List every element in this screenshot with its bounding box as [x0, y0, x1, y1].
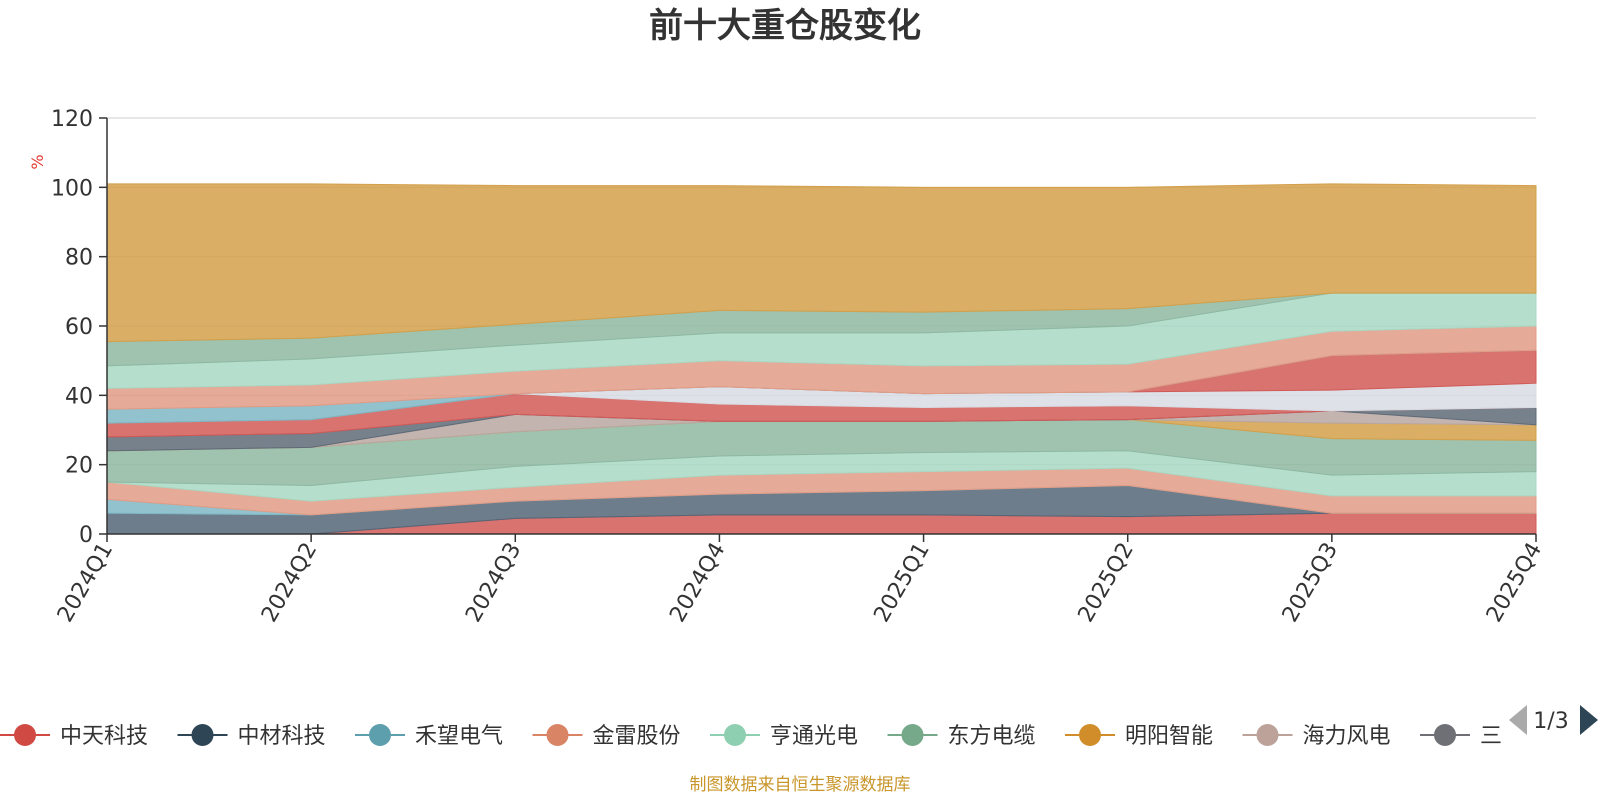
- x-tick-labels: 2024Q1 2024Q2 2024Q3 2024Q4 2025Q1 2025Q2 2025…: [53, 539, 1547, 627]
- legend-label: 海力风电: [1303, 724, 1391, 749]
- y-tick-labels: 0 20 40 60 80 100 120: [51, 107, 93, 548]
- legend-page-indicator: 1/3: [1533, 709, 1568, 734]
- chart-title: 前十大重仓股变化: [649, 6, 921, 46]
- triangle-left-icon[interactable]: [1509, 705, 1527, 735]
- legend-circle-icon: [191, 724, 214, 746]
- legend-item[interactable]: 金雷股份: [532, 724, 681, 749]
- legend-pager: 1/3: [1509, 705, 1598, 735]
- legend-item[interactable]: 中材科技: [177, 724, 326, 749]
- x-tick-label: 2024Q2: [257, 539, 322, 627]
- legend-circle-icon: [369, 724, 391, 746]
- legend: 中天科技 中材科技 禾望电气 金雷股份 亨通光电 东方电缆 明阳智能 海力风电 三: [0, 724, 1502, 749]
- legend-label: 亨通光电: [770, 724, 858, 749]
- legend-circle-icon: [1079, 724, 1101, 746]
- y-tick-label: 20: [65, 454, 93, 479]
- legend-item[interactable]: 亨通光电: [710, 724, 858, 749]
- legend-label: 中天科技: [60, 724, 148, 749]
- y-tick-label: 0: [79, 523, 93, 548]
- legend-item[interactable]: 三: [1420, 724, 1502, 749]
- x-tick-label: 2025Q4: [1482, 539, 1547, 627]
- series-area: 其他-9: [106, 183, 1537, 343]
- legend-item[interactable]: 海力风电: [1242, 724, 1391, 749]
- stacked-areas: 中天科技中材科技禾望电气金雷股份亨通光电东方电缆明阳智能海力风电其他-1其他-2…: [106, 183, 1537, 535]
- triangle-right-icon[interactable]: [1580, 705, 1598, 735]
- legend-circle-icon: [14, 724, 36, 746]
- x-tick-label: 2025Q2: [1074, 539, 1139, 627]
- legend-item[interactable]: 禾望电气: [355, 724, 503, 749]
- legend-circle-icon: [546, 724, 569, 746]
- y-tick-label: 120: [51, 107, 93, 132]
- x-tick-label: 2024Q4: [665, 539, 730, 627]
- y-tick-label: 80: [65, 246, 93, 271]
- legend-label: 明阳智能: [1125, 724, 1213, 749]
- axes: [99, 117, 1537, 542]
- legend-item[interactable]: 明阳智能: [1065, 724, 1213, 749]
- legend-label: 禾望电气: [415, 724, 503, 749]
- legend-circle-icon: [1434, 724, 1456, 746]
- legend-label: 三: [1480, 724, 1502, 749]
- legend-circle-icon: [1256, 724, 1279, 746]
- legend-label: 东方电缆: [948, 724, 1036, 749]
- x-tick-label: 2024Q3: [461, 539, 526, 627]
- x-tick-label: 2025Q1: [869, 539, 934, 627]
- legend-circle-icon: [901, 724, 924, 746]
- y-tick-label: 100: [51, 176, 93, 201]
- y-tick-label: 60: [65, 315, 93, 340]
- y-tick-label: 40: [65, 384, 93, 409]
- x-tick-label: 2025Q3: [1278, 539, 1343, 627]
- y-axis-unit-label: %: [28, 154, 47, 169]
- legend-label: 中材科技: [238, 724, 326, 749]
- x-tick-label: 2024Q1: [53, 539, 118, 627]
- source-note: 制图数据来自恒生聚源数据库: [690, 775, 911, 795]
- legend-item[interactable]: 东方电缆: [887, 724, 1036, 749]
- legend-label: 金雷股份: [593, 724, 681, 749]
- legend-circle-icon: [724, 724, 746, 746]
- legend-item[interactable]: 中天科技: [0, 724, 148, 749]
